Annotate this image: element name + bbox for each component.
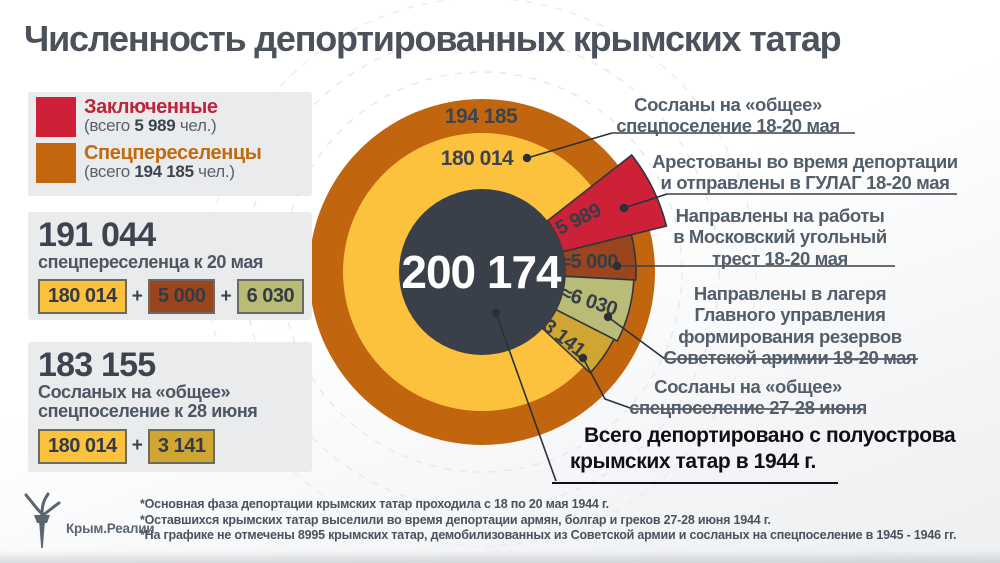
value-box: 5 000 bbox=[147, 279, 216, 315]
legend-label-settlers: Спецпереселенцы bbox=[84, 142, 262, 164]
legend-label-prisoners: Заключенные bbox=[84, 96, 218, 118]
callout-gulag: Арестованы во время депортации и отправл… bbox=[652, 151, 958, 194]
value-box: 180 014 bbox=[38, 428, 127, 464]
plus-sign: + bbox=[220, 285, 232, 307]
legend-panel: Заключенные (всего 5 989 чел.) Спецперес… bbox=[28, 92, 312, 196]
panel-june-total: 183 155 bbox=[38, 346, 156, 384]
donut-center-circle bbox=[399, 189, 565, 355]
logo-text: Крым.Реалии bbox=[66, 520, 155, 536]
center-total-value: 200 174 bbox=[401, 246, 562, 298]
panel-june-28: 183 155 Сосланых на «общее» спецпоселени… bbox=[28, 342, 312, 472]
value-box: 180 014 bbox=[38, 279, 127, 315]
watermark-circle bbox=[244, 34, 720, 510]
label-dot-3 bbox=[612, 261, 622, 271]
footnotes: *Основная фаза депортации крымских татар… bbox=[140, 497, 956, 544]
leader-lines bbox=[495, 132, 957, 484]
pie-segment-label: ≈5 000 bbox=[560, 251, 618, 273]
value-box: 6 030 bbox=[236, 279, 305, 315]
leader-line-6 bbox=[495, 312, 557, 482]
callout-army-camps: Направлены в лагеря Главного управления … bbox=[663, 283, 917, 369]
krym-realii-logo: Крым.Реалии bbox=[22, 492, 155, 550]
panel-june-sum: 180 014 + 3 141 bbox=[38, 428, 302, 464]
label-dot-1 bbox=[522, 153, 532, 163]
label-dot-5 bbox=[578, 353, 588, 363]
leader-dots bbox=[491, 153, 629, 363]
leader-line-1 bbox=[526, 132, 613, 159]
panel-june-subtitle-2: спецпоселение к 28 июня bbox=[38, 401, 258, 422]
plus-sign: + bbox=[131, 285, 143, 307]
leader-line-2 bbox=[623, 193, 668, 209]
legend-note-settlers: (всего 194 185 чел.) bbox=[84, 162, 235, 181]
outer-ring-value: 194 185 bbox=[445, 105, 518, 128]
panel-may-sum: 180 014 + 5 000 + 6 030 bbox=[38, 279, 305, 315]
panel-may-total: 191 044 bbox=[38, 216, 156, 254]
label-dot-2 bbox=[619, 203, 629, 213]
panel-may-20: 191 044 спецпереселенца к 20 мая 180 014… bbox=[28, 212, 312, 320]
callout-settlement-june: Сосланы на «общее» спецпоселение 27-28 и… bbox=[629, 376, 867, 419]
callout-coal-trust: Направлены на работы в Московский угольн… bbox=[673, 205, 887, 269]
callout-total-deported: Всего депортировано с полуострова крымск… bbox=[570, 424, 956, 473]
footnote-1: *Основная фаза депортации крымских татар… bbox=[140, 497, 609, 511]
torch-icon bbox=[24, 492, 61, 548]
legend-note-prisoners: (всего 5 989 чел.) bbox=[84, 116, 217, 135]
leader-line-5 bbox=[582, 357, 634, 410]
settlers-swatch bbox=[36, 143, 76, 183]
panel-june-subtitle-1: Сосланых на «общее» bbox=[38, 381, 231, 402]
main-segment-value: 180 014 bbox=[441, 147, 514, 170]
value-box: 3 141 bbox=[147, 428, 216, 464]
label-dot-6 bbox=[491, 308, 501, 318]
legend-item-prisoners: Заключенные (всего 5 989 чел.) bbox=[36, 97, 304, 137]
watermark-circle bbox=[281, 71, 683, 473]
label-dot-4 bbox=[603, 312, 613, 322]
footnote-3: *На графике не отмечены 8995 крымских та… bbox=[140, 528, 957, 542]
callout-settlement-may: Сосланы на «общее» спецпоселение 18-20 м… bbox=[616, 94, 840, 137]
prisoners-swatch bbox=[36, 97, 76, 137]
bottom-shadow bbox=[0, 550, 1000, 563]
page-title: Численность депортированных крымских тат… bbox=[24, 18, 842, 59]
footnote-2: *Оставшихся крымских татар выселили во в… bbox=[140, 512, 771, 527]
pie-segment bbox=[554, 275, 635, 343]
plus-sign: + bbox=[131, 435, 143, 457]
panel-may-subtitle: спецпереселенца к 20 мая bbox=[38, 251, 264, 272]
leader-line-4 bbox=[607, 316, 666, 360]
legend-item-settlers: Спецпереселенцы (всего 194 185 чел.) bbox=[36, 143, 304, 183]
